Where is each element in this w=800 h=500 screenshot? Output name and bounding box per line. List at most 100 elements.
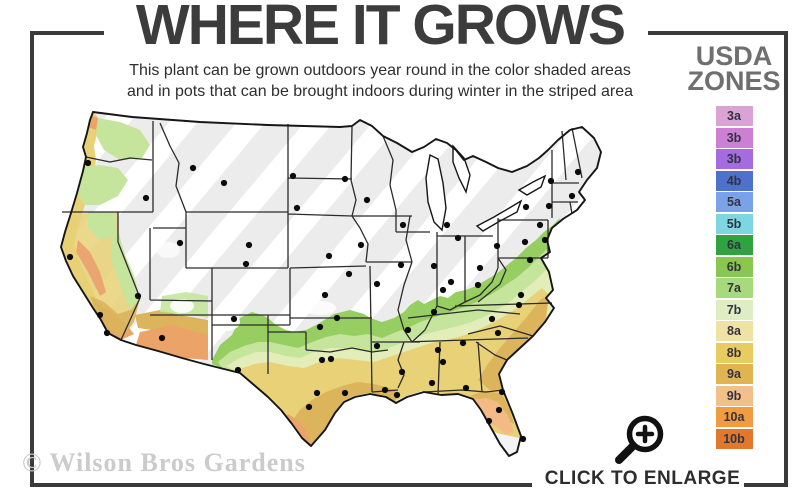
city-dot (96, 311, 104, 319)
city-dot (245, 241, 253, 249)
watermark: © Wilson Bros Gardens (22, 448, 306, 477)
city-dot (459, 339, 467, 347)
city-dot (430, 262, 438, 270)
city-dot (495, 406, 503, 414)
city-dot (289, 172, 297, 180)
legend-zone-5b: 5b (715, 213, 753, 234)
frame-border-top-right (648, 31, 788, 35)
us-outline (60, 111, 602, 457)
lake-huron (452, 144, 471, 195)
legend-title: USDA ZONES (686, 41, 782, 95)
city-dot (357, 241, 365, 249)
usda-zones-legend: USDA ZONES 3a 3b 3b 4b 5a 5b 6a 6b 7a 7b 8a 8b 9a 9b 1… (686, 41, 782, 450)
city-dot (443, 221, 451, 229)
city-dot (84, 159, 92, 167)
legend-zone-4b: 4b (715, 170, 753, 191)
city-dot (519, 435, 527, 443)
legend-zone-list: 3a 3b 3b 4b 5a 5b 6a 6b 7a 7b 8a 8b 9a 9b 10a 10b (686, 106, 782, 449)
city-dot (439, 286, 447, 294)
frame-border-bottom-left (30, 483, 532, 487)
city-dot (318, 356, 326, 364)
city-dot (142, 194, 150, 202)
legend-zone-8a: 8a (715, 321, 753, 341)
city-dot (494, 329, 502, 337)
city-dot (474, 281, 482, 289)
city-dot (393, 391, 401, 399)
subtitle-line-1: This plant can be grown outdoors year ro… (129, 62, 631, 79)
city-dot (521, 238, 529, 246)
city-dot (327, 355, 335, 363)
city-dot (345, 270, 353, 278)
city-dot (430, 308, 438, 316)
frame-border-top-left (30, 31, 104, 35)
state-borders (62, 121, 583, 396)
city-dot (485, 417, 493, 425)
city-dot (399, 221, 407, 229)
city-dot (293, 204, 301, 212)
city-dot (488, 315, 496, 323)
city-dot (189, 164, 197, 172)
legend-zone-6a: 6a (715, 235, 753, 255)
great-lakes (425, 144, 547, 232)
city-dot (515, 301, 523, 309)
city-dot (517, 291, 525, 299)
city-dot (234, 366, 242, 374)
legend-zone-label: 10b (723, 431, 745, 446)
city-dot (341, 389, 349, 397)
page-title: WHERE IT GROWS (135, 0, 626, 57)
legend-zone-label: 3a (727, 109, 741, 123)
city-dot (536, 221, 544, 229)
legend-zone-10a: 10a (715, 407, 753, 427)
legend-zone-label: 4b (726, 173, 742, 188)
frame-border-left (30, 31, 34, 487)
map-zone-shading (61, 112, 601, 456)
city-dot (220, 179, 228, 187)
legend-zone-label: 6b (726, 259, 742, 274)
city-dot (476, 264, 484, 272)
city-dot (305, 403, 313, 411)
click-to-enlarge-button[interactable]: CLICK TO ENLARGE (544, 468, 741, 489)
city-dots (66, 159, 582, 443)
legend-zone-3a: 3a (715, 106, 753, 126)
city-dot (134, 292, 142, 300)
city-dot (158, 334, 166, 342)
city-dot (439, 358, 447, 366)
legend-zone-label: 6a (727, 238, 741, 252)
city-dot (242, 260, 250, 268)
legend-zone-8b: 8b (715, 342, 753, 363)
legend-zone-6b: 6b (715, 256, 753, 277)
city-dot (398, 368, 406, 376)
legend-zone-5a: 5a (715, 192, 753, 212)
legend-zone-10b: 10b (715, 428, 753, 449)
legend-zone-9a: 9a (715, 364, 753, 384)
city-dot (176, 239, 184, 247)
city-dot (462, 384, 470, 392)
city-dot (103, 329, 111, 337)
city-dot (325, 252, 333, 260)
legend-zone-3b: 3b (715, 149, 753, 169)
legend-zone-label: 5b (726, 216, 742, 231)
frame-border-right (784, 31, 788, 487)
lake-michigan (425, 153, 447, 232)
city-dot (404, 326, 412, 334)
city-dot (313, 389, 321, 397)
legend-title-line-1: USDA (695, 41, 773, 71)
city-dot (363, 196, 371, 204)
city-dot (541, 236, 549, 244)
city-dot (568, 192, 576, 200)
city-dot (397, 261, 405, 269)
city-dot (574, 168, 582, 176)
subtitle-line-2: and in pots that can be brought indoors … (126, 83, 634, 100)
city-dot (66, 253, 74, 261)
city-dot (522, 203, 530, 211)
city-dot (493, 242, 501, 250)
frame-border-bottom-right (744, 483, 788, 487)
magnifier-plus-icon[interactable] (608, 406, 672, 470)
legend-zone-label: 7b (726, 302, 742, 317)
legend-zone-label: 9b (726, 388, 742, 403)
city-dot (373, 342, 381, 350)
city-dot (321, 291, 329, 299)
legend-zone-label: 8b (726, 345, 742, 360)
